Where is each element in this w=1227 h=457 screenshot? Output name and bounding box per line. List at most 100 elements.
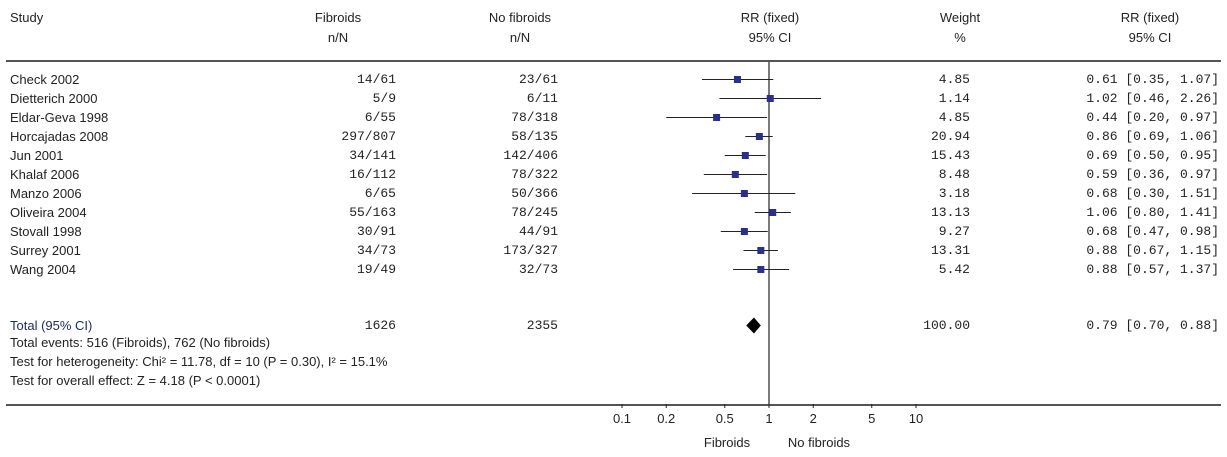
study-name: Dietterich 2000	[10, 91, 98, 106]
weight-value: 9.27	[938, 224, 970, 239]
effect-square	[733, 76, 741, 83]
weight-value: 5.42	[938, 262, 970, 277]
study-name: Manzo 2006	[10, 186, 82, 201]
rr-ci-text: 0.86 [0.69, 1.06]	[1086, 129, 1219, 144]
effect-square	[757, 247, 765, 254]
study-name: Horcajadas 2008	[10, 129, 109, 144]
table-row: Manzo 2006 6/65 50/366 3.18 0.68 [0.30, 1.51…	[0, 184, 1227, 203]
weight-value: 4.85	[938, 72, 970, 87]
no-fibroids-count: 23/61	[518, 72, 558, 87]
rr-text-header-label: RR (fixed)	[1120, 10, 1180, 25]
total-no-fibroids: 2355	[526, 318, 558, 333]
rr-ci-text: 0.68 [0.30, 1.51]	[1086, 186, 1219, 201]
no-fibroids-count: 78/245	[511, 205, 558, 220]
weight-value: 13.13	[930, 205, 970, 220]
effect-square	[713, 114, 721, 121]
table-row: Khalaf 2006 16/112 78/322 8.48 0.59 [0.36, 0…	[0, 165, 1227, 184]
no-fibroids-count: 6/11	[526, 91, 558, 106]
table-row: Check 2002 14/61 23/61 4.85 0.61 [0.35, 1.07…	[0, 70, 1227, 89]
x-tick-label: 0.1	[613, 411, 631, 426]
no-fibroids-count: 44/91	[518, 224, 558, 239]
no-fibroids-count: 58/135	[511, 129, 558, 144]
effect-square	[740, 228, 748, 235]
study-name: Jun 2001	[10, 148, 64, 163]
study-name: Eldar-Geva 1998	[10, 110, 109, 125]
table-row: Oliveira 2004 55/163 78/245 13.13 1.06 [0.80…	[0, 203, 1227, 222]
weight-header-label: Weight	[939, 10, 981, 25]
no-fibroids-count: 50/366	[511, 186, 558, 201]
rr-ci-text: 1.06 [0.80, 1.41]	[1086, 205, 1219, 220]
study-name: Check 2002	[10, 72, 80, 87]
fibroids-header-unit: n/N	[327, 30, 349, 45]
rr-ci-text: 0.61 [0.35, 1.07]	[1086, 72, 1219, 87]
effect-square	[766, 95, 774, 102]
rr-text-header-ci: 95% CI	[1128, 30, 1172, 45]
no-fibroids-header-label: No fibroids	[488, 10, 552, 25]
fibroids-count: 34/73	[356, 243, 396, 258]
table-row: Jun 2001 34/141 142/406 15.43 0.69 [0.50, 0.…	[0, 146, 1227, 165]
total-events-note: Total events: 516 (Fibroids), 762 (No fi…	[10, 335, 271, 350]
plot-marks	[666, 62, 822, 404]
table-row: Horcajadas 2008 297/807 58/135 20.94 0.86 [0…	[0, 127, 1227, 146]
table-row: Stovall 1998 30/91 44/91 9.27 0.68 [0.47, 0.…	[0, 222, 1227, 241]
weight-value: 3.18	[938, 186, 970, 201]
x-axis-ticks: 0.1 0.2 0.5 1 2 5 10	[613, 404, 923, 426]
no-fibroids-header: No fibroids n/N	[460, 8, 580, 48]
axis-rule	[6, 404, 1221, 406]
rr-ci-text: 0.69 [0.50, 0.95]	[1086, 148, 1219, 163]
no-fibroids-count: 173/327	[503, 243, 558, 258]
effect-square	[769, 209, 777, 216]
effect-square	[741, 152, 749, 159]
fibroids-count: 14/61	[356, 72, 396, 87]
overall-effect-note: Test for overall effect: Z = 4.18 (P < 0…	[10, 373, 261, 388]
effect-square	[740, 190, 748, 197]
weight-value: 15.43	[930, 148, 970, 163]
no-fibroids-header-unit: n/N	[509, 30, 531, 45]
study-name: Khalaf 2006	[10, 167, 80, 182]
study-name: Wang 2004	[10, 262, 77, 277]
weight-value: 4.85	[938, 110, 970, 125]
effect-square	[731, 171, 739, 178]
no-fibroids-count: 78/318	[511, 110, 558, 125]
fibroids-count: 6/65	[364, 186, 396, 201]
rr-ci-text: 0.88 [0.67, 1.15]	[1086, 243, 1219, 258]
fibroids-count: 6/55	[364, 110, 396, 125]
favours-fibroids-label: Fibroids	[704, 435, 751, 450]
fibroids-count: 297/807	[341, 129, 396, 144]
weight-value: 20.94	[930, 129, 970, 144]
fibroids-count: 55/163	[349, 205, 396, 220]
rr-plot-header: RR (fixed) 95% CI	[700, 8, 840, 48]
fibroids-count: 34/141	[349, 148, 396, 163]
fibroids-count: 19/49	[356, 262, 396, 277]
rr-ci-text: 0.88 [0.57, 1.37]	[1086, 262, 1219, 277]
no-fibroids-count: 32/73	[518, 262, 558, 277]
total-row: Total (95% CI) 1626 2355 100.00 0.79 [0.…	[0, 316, 1227, 335]
table-row: Dietterich 2000 5/9 6/11 1.14 1.02 [0.46, 2.…	[0, 89, 1227, 108]
weight-header: Weight %	[910, 8, 1010, 48]
rr-plot-header-label: RR (fixed)	[740, 10, 800, 25]
x-tick-label: 0.2	[657, 411, 675, 426]
study-header-label: Study	[10, 10, 44, 25]
x-tick-label: 10	[909, 411, 923, 426]
table-row: Eldar-Geva 1998 6/55 78/318 4.85 0.44 [0.20,…	[0, 108, 1227, 127]
study-name: Stovall 1998	[10, 224, 82, 239]
no-fibroids-count: 142/406	[503, 148, 558, 163]
total-ci: 0.79 [0.70, 0.88]	[1086, 318, 1219, 333]
x-tick-label: 2	[810, 411, 817, 426]
fibroids-count: 30/91	[356, 224, 396, 239]
rr-ci-text: 0.59 [0.36, 0.97]	[1086, 167, 1219, 182]
rr-ci-text: 1.02 [0.46, 2.26]	[1086, 91, 1219, 106]
study-name: Surrey 2001	[10, 243, 81, 258]
x-tick-label: 0.5	[716, 411, 734, 426]
fibroids-header-label: Fibroids	[314, 10, 362, 25]
rr-plot-header-ci: 95% CI	[748, 30, 792, 45]
weight-value: 8.48	[938, 167, 970, 182]
effect-square	[755, 133, 763, 140]
weight-header-unit: %	[954, 30, 966, 45]
study-header: Study	[10, 8, 43, 28]
study-name: Oliveira 2004	[10, 205, 87, 220]
total-label: Total (95% CI)	[10, 318, 93, 333]
rr-ci-text: 0.68 [0.47, 0.98]	[1086, 224, 1219, 239]
